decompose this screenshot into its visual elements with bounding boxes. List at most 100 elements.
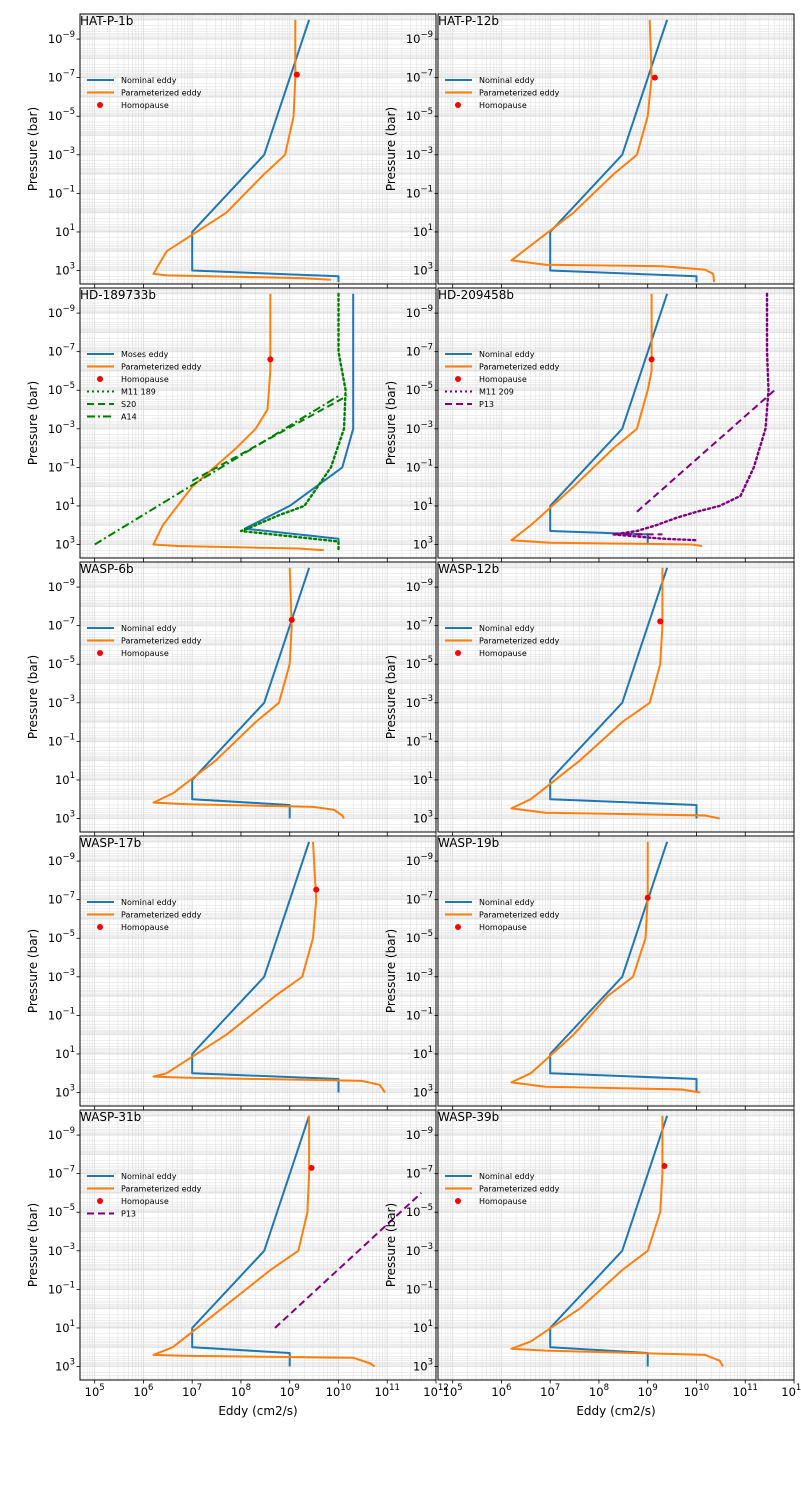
y-tick-label: 10−5 xyxy=(406,655,433,671)
y-axis-label: Pressure (bar) xyxy=(26,107,40,191)
panel-hd-209458b-grid xyxy=(437,288,795,559)
legend-marker xyxy=(97,650,103,656)
y-tick-label: 10−5 xyxy=(406,107,433,123)
y-tick-label: 101 xyxy=(413,1045,433,1061)
panel-wasp-31b-grid xyxy=(79,1110,437,1381)
panel-hd-209458b-series xyxy=(510,292,776,547)
x-tick-label: 109 xyxy=(638,1383,658,1399)
y-tick-label: 10−7 xyxy=(406,617,433,633)
homopause-point xyxy=(313,886,320,893)
y-tick-label: 101 xyxy=(55,771,75,787)
legend-marker xyxy=(455,1198,461,1204)
legend-label: Homopause xyxy=(479,101,527,110)
legend-label: Nominal eddy xyxy=(121,76,177,85)
y-tick-label: 10−7 xyxy=(48,891,75,907)
panel-wasp-6b-title: WASP-6b xyxy=(80,562,134,576)
series-parameterized-eddy-line xyxy=(510,1115,724,1367)
series-parameterized-eddy-line xyxy=(152,293,324,552)
y-tick-label: 10−3 xyxy=(48,1242,75,1258)
legend-label: Nominal eddy xyxy=(121,1172,177,1181)
y-tick-label: 10−1 xyxy=(48,1280,75,1296)
panel-wasp-39b: WASP-39b 10−9 10−7 10−5 10−3 10−1 101 103 Pressu… xyxy=(384,1109,801,1399)
legend-label: Parameterized eddy xyxy=(121,1185,202,1194)
panel-wasp-19b-title: WASP-19b xyxy=(438,836,499,850)
panel-wasp-6b-series xyxy=(152,567,345,819)
y-tick-label: 10−1 xyxy=(406,184,433,200)
x-tick-label: 109 xyxy=(280,1383,300,1399)
panel-hat-p-12b-title: HAT-P-12b xyxy=(438,14,499,28)
y-tick-label: 10−9 xyxy=(406,1126,433,1142)
legend-label: Homopause xyxy=(479,923,527,932)
y-tick-label: 10−7 xyxy=(48,1165,75,1181)
homopause-point xyxy=(661,1162,668,1169)
series-parameterized-eddy-line xyxy=(152,1115,376,1368)
y-tick-label: 10−9 xyxy=(48,1126,75,1142)
y-tick-label: 10−1 xyxy=(406,1006,433,1022)
panel-wasp-12b-title: WASP-12b xyxy=(438,562,499,576)
y-axis-label: Pressure (bar) xyxy=(26,929,40,1013)
series-m11-189-line xyxy=(239,292,347,552)
legend-marker xyxy=(97,102,103,108)
y-tick-label: 10−5 xyxy=(406,381,433,397)
y-tick-label: 10−9 xyxy=(406,304,433,320)
y-tick-label: 10−3 xyxy=(48,146,75,162)
x-axis-label-left: Eddy (cm2/s) xyxy=(218,1404,297,1418)
x-tick-label: 1012 xyxy=(781,1383,801,1399)
panel-hat-p-1b-frame xyxy=(79,13,437,285)
y-axis-label: Pressure (bar) xyxy=(384,655,398,739)
y-tick-label: 10−7 xyxy=(406,343,433,359)
panel-wasp-31b: WASP-31b 10−9 10−7 10−5 10−3 10−1 101 103 Pressu… xyxy=(26,1109,449,1399)
y-tick-label: 10−5 xyxy=(48,655,75,671)
legend-label: Moses eddy xyxy=(121,350,169,359)
panel-hd-209458b: HD-209458b 10−9 10−7 10−5 10−3 10−1 101 103 Pres… xyxy=(384,287,795,562)
x-tick-label: 1011 xyxy=(733,1383,758,1399)
series-parameterized-eddy-line xyxy=(152,567,345,819)
panel-wasp-39b-title: WASP-39b xyxy=(438,1110,499,1124)
x-tick-label: 107 xyxy=(540,1383,560,1399)
legend-label: Parameterized eddy xyxy=(479,363,560,372)
panel-hd-189733b-legend: Moses eddy Parameterized eddy Homopause M11… xyxy=(87,350,202,422)
series-parameterized-eddy-line xyxy=(510,567,720,820)
y-tick-label: 10−5 xyxy=(406,929,433,945)
panel-hat-p-12b-frame xyxy=(437,13,795,285)
panel-wasp-17b-legend: Nominal eddy Parameterized eddy Homopause xyxy=(87,898,202,932)
y-tick-label: 103 xyxy=(55,810,75,826)
panel-wasp-31b-title: WASP-31b xyxy=(80,1110,141,1124)
panel-wasp-12b-legend: Nominal eddy Parameterized eddy Homopause xyxy=(445,624,560,658)
x-tick-label: 108 xyxy=(589,1383,609,1399)
y-tick-label: 10−9 xyxy=(406,852,433,868)
series-parameterized-eddy-line xyxy=(510,293,703,547)
legend-label: Nominal eddy xyxy=(121,624,177,633)
y-tick-label: 101 xyxy=(55,497,75,513)
y-tick-label: 10−9 xyxy=(48,304,75,320)
legend-label: M11 189 xyxy=(121,388,156,397)
panel-wasp-12b-series xyxy=(510,567,720,820)
series-nominal-eddy-line xyxy=(191,19,340,283)
panel-wasp-19b-frame xyxy=(437,835,795,1107)
panel-wasp-39b-legend: Nominal eddy Parameterized eddy Homopause xyxy=(445,1172,560,1206)
y-tick-label: 10−3 xyxy=(48,420,75,436)
series-nominal-eddy-line xyxy=(191,1115,311,1367)
panel-hd-189733b-series xyxy=(94,292,355,552)
y-tick-label: 10−3 xyxy=(48,694,75,710)
y-tick-label: 10−7 xyxy=(48,69,75,85)
y-axis-label: Pressure (bar) xyxy=(26,381,40,465)
legend-label: Parameterized eddy xyxy=(479,1185,560,1194)
y-axis-label: Pressure (bar) xyxy=(26,1203,40,1287)
y-tick-label: 103 xyxy=(413,1084,433,1100)
panel-wasp-17b: WASP-17b 10−9 10−7 10−5 10−3 10−1 101 103 Pressu… xyxy=(26,835,437,1110)
y-tick-label: 10−3 xyxy=(48,968,75,984)
x-tick-label: 106 xyxy=(491,1383,511,1399)
x-axis-label-right: Eddy (cm2/s) xyxy=(576,1404,655,1418)
x-tick-label: 1010 xyxy=(684,1383,709,1399)
panel-wasp-6b: WASP-6b 10−9 10−7 10−5 10−3 10−1 101 103 Pressur… xyxy=(26,561,437,836)
homopause-point xyxy=(651,74,658,81)
legend-marker xyxy=(455,924,461,930)
legend-label: Parameterized eddy xyxy=(121,89,202,98)
panel-wasp-12b: WASP-12b 10−9 10−7 10−5 10−3 10−1 101 103 Pressu… xyxy=(384,561,795,836)
series-nominal-eddy-line xyxy=(549,293,669,545)
y-tick-label: 101 xyxy=(413,771,433,787)
panel-hd-209458b-title: HD-209458b xyxy=(438,288,514,302)
x-tick-label: 1011 xyxy=(375,1383,400,1399)
